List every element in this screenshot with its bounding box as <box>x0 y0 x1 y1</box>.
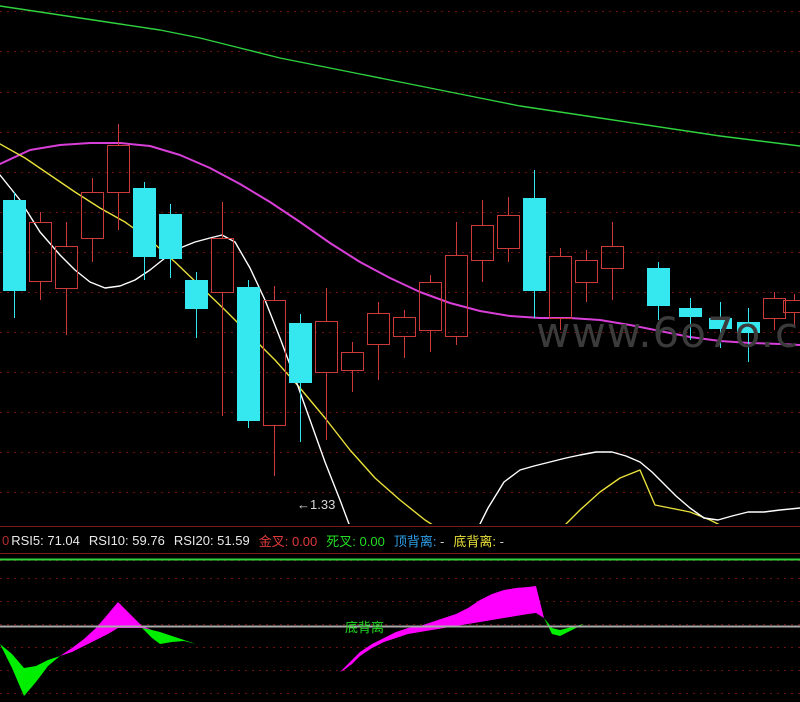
divergence-positive-area <box>60 586 544 672</box>
price-gridlines <box>0 11 800 493</box>
candlestick <box>55 222 78 335</box>
indicator-label: RSI10: <box>88 532 129 548</box>
candlestick <box>647 262 670 320</box>
candlestick <box>523 170 546 318</box>
indicator-label: 死叉: <box>326 533 356 549</box>
indicator-rsi5[interactable]: RSI5: 71.04 <box>11 533 80 548</box>
candlestick <box>315 288 338 440</box>
rsi-divergence-panel[interactable] <box>0 556 800 702</box>
candlestick <box>783 294 800 326</box>
indicator-value: - <box>496 533 504 549</box>
price-chart-canvas[interactable] <box>0 0 800 524</box>
indicator-label: RSI5: <box>11 532 44 548</box>
moving-average-lines <box>0 5 800 524</box>
candlestick <box>341 342 364 392</box>
indicator-label: 金叉: <box>258 533 289 549</box>
rsi-indicator-legend-bar[interactable]: 0 RSI5: 71.04 RSI10: 59.76 RSI20: 51.59 金叉:… <box>0 526 800 554</box>
candlestick-series <box>3 124 800 476</box>
candlestick <box>237 280 260 428</box>
indicator-value: 71.04 <box>43 532 80 548</box>
ma-line-ma5 <box>0 174 800 524</box>
indicator-death-cross[interactable]: 死叉: 0.00 <box>326 531 385 550</box>
indicator-bottom-divergence[interactable]: 底背离: - <box>453 531 504 550</box>
candlestick <box>419 275 442 352</box>
candlestick <box>29 212 52 300</box>
candlestick <box>737 308 760 362</box>
indicator-value: - <box>436 533 445 549</box>
candlestick <box>709 302 732 348</box>
candlestick <box>159 204 182 278</box>
candlestick <box>289 314 312 442</box>
candlestick <box>133 182 156 280</box>
indicator-label: 顶背离: <box>393 533 437 549</box>
candlestick <box>763 292 786 330</box>
candlestick <box>471 200 494 282</box>
indicator-golden-cross[interactable]: 金叉: 0.00 <box>259 531 318 550</box>
ma-line-ma60 <box>0 5 800 147</box>
candlestick <box>497 197 520 262</box>
indicator-label: 底背离: <box>453 533 497 549</box>
candlestick <box>211 202 234 416</box>
indicator-rsi10[interactable]: RSI10: 59.76 <box>89 533 165 548</box>
indicator-value: 0.00 <box>355 533 385 549</box>
candlestick <box>601 222 624 300</box>
candlestick <box>263 286 286 476</box>
candlestick <box>679 298 702 340</box>
indicator-legend-row: 0 RSI5: 71.04 RSI10: 59.76 RSI20: 51.59 金叉:… <box>0 527 800 553</box>
indicator-label: RSI20: <box>173 532 214 548</box>
indicator-value: 51.59 <box>213 532 250 548</box>
candlestick <box>81 178 104 262</box>
indicator-top-divergence[interactable]: 顶背离: - <box>394 531 445 550</box>
candlestick <box>575 250 598 302</box>
bottom-divergence-marker: 底背离 <box>345 620 385 635</box>
price-annotation-label: ←1.33 <box>297 497 336 512</box>
candlestick <box>107 124 130 230</box>
candlestick <box>3 192 26 318</box>
indicator-value: 59.76 <box>128 532 165 548</box>
rsi-divergence-areas <box>0 586 584 696</box>
indicator-lead-fragment: 0 <box>2 532 10 548</box>
rsi-reference-lines <box>0 558 800 628</box>
candlestick <box>445 222 468 345</box>
candlestick <box>185 272 208 338</box>
candlestick <box>549 248 572 330</box>
divergence-negative-area <box>0 618 584 696</box>
rsi-chart-canvas[interactable] <box>0 556 800 702</box>
candlestick <box>367 302 390 380</box>
candlestick <box>393 310 416 358</box>
price-chart-panel[interactable]: www.6o7o.com ←1.33 <box>0 0 800 524</box>
indicator-value: 0.00 <box>288 533 318 549</box>
indicator-rsi20[interactable]: RSI20: 51.59 <box>174 533 250 548</box>
ma-line-ma20 <box>0 142 800 346</box>
